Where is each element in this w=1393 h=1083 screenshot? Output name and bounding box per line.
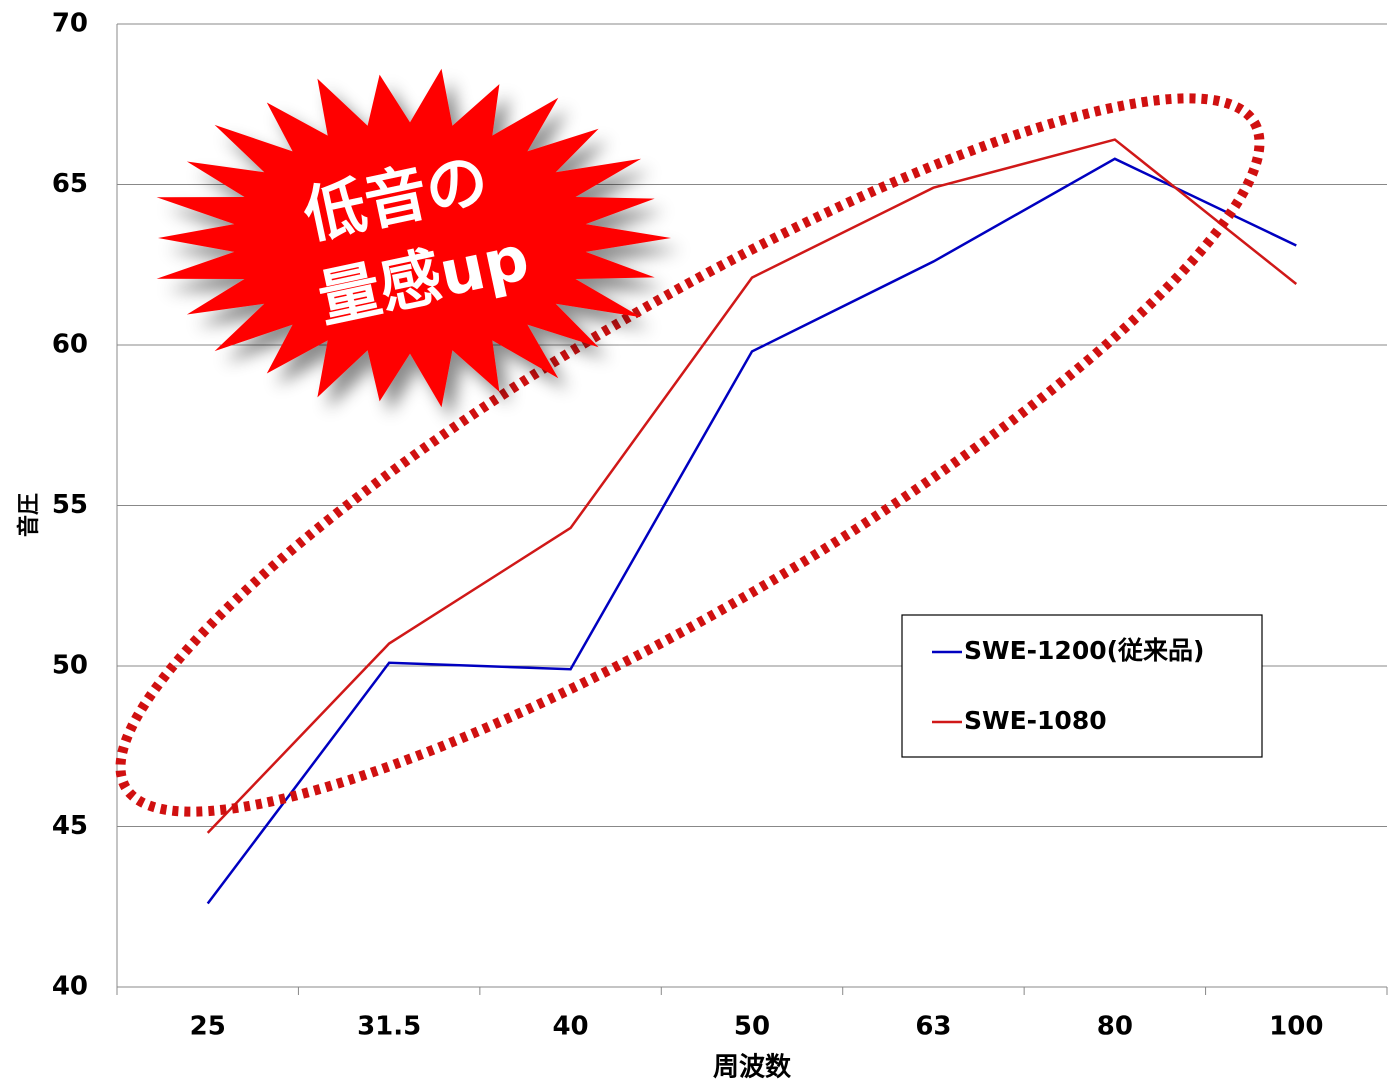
- y-tick-label: 45: [52, 811, 88, 841]
- x-tick-label: 40: [552, 1012, 588, 1042]
- legend-label: SWE-1200(従来品): [964, 636, 1204, 665]
- plot-area: 40 45 50 55 60 65 70 25 31.5 40 50 63 80 100: [52, 9, 1388, 1042]
- y-tick-label: 50: [52, 651, 88, 681]
- y-tick-label: 40: [52, 972, 88, 1002]
- series-line: [206, 138, 1298, 834]
- starburst: [156, 68, 672, 408]
- y-tick-label: 55: [52, 490, 88, 520]
- x-tick-label: 63: [915, 1012, 951, 1042]
- x-tick-label: 50: [734, 1012, 770, 1042]
- x-axis-label: 周波数: [713, 1053, 792, 1083]
- legend-box: [901, 614, 1263, 758]
- y-tick-label: 70: [52, 9, 88, 39]
- y-axis-label: 音圧: [16, 493, 42, 537]
- x-tick-label: 80: [1097, 1012, 1133, 1042]
- y-tick-label: 60: [52, 330, 88, 360]
- legend-label: SWE-1080: [964, 706, 1107, 735]
- x-tick-label: 100: [1269, 1012, 1323, 1042]
- x-tick-label: 25: [190, 1012, 226, 1042]
- highlight-ellipse: [115, 93, 1265, 817]
- y-tick-label: 65: [52, 169, 88, 199]
- x-tick-label: 31.5: [357, 1012, 421, 1042]
- series-line: [206, 157, 1297, 905]
- legend: SWE-1200(従来品) SWE-1080: [932, 636, 1204, 735]
